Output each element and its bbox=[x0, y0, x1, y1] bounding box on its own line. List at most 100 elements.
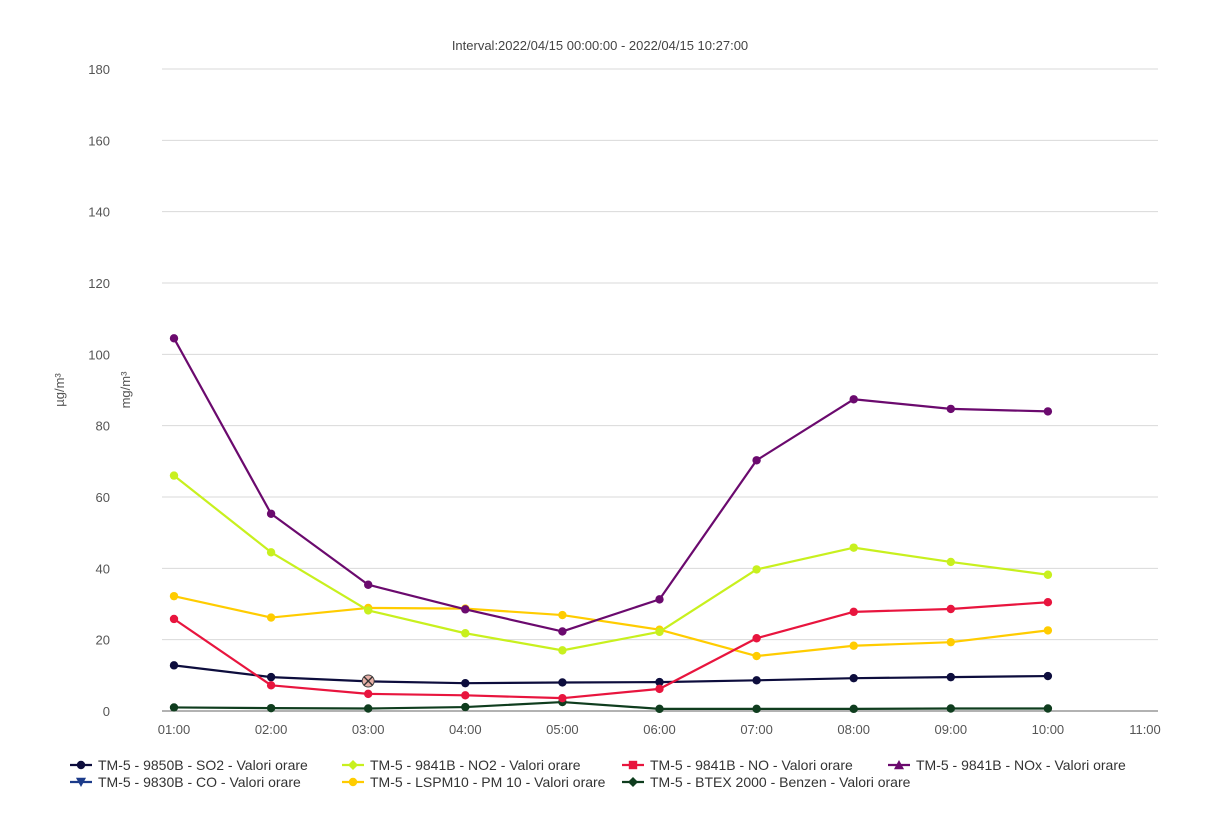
y-tick-label: 40 bbox=[96, 561, 110, 576]
legend-label: TM-5 - 9841B - NO2 - Valori orare bbox=[370, 757, 581, 773]
y-axis-label-left: µg/m³ bbox=[52, 373, 67, 407]
legend-label: TM-5 - LSPM10 - PM 10 - Valori orare bbox=[370, 774, 606, 790]
series-line bbox=[173, 700, 1048, 710]
data-point bbox=[752, 676, 761, 685]
data-point bbox=[169, 334, 179, 343]
legend-item[interactable]: TM-5 - 9841B - NOx - Valori orare bbox=[888, 757, 1126, 773]
chart-title: Interval:2022/04/15 00:00:00 - 2022/04/1… bbox=[452, 38, 748, 53]
data-point bbox=[849, 673, 858, 683]
legend[interactable]: TM-5 - 9850B - SO2 - Valori orare TM-5 - … bbox=[70, 757, 1126, 790]
legend-marker bbox=[628, 760, 638, 770]
gridlines bbox=[162, 68, 1158, 712]
data-point bbox=[461, 691, 470, 700]
data-point bbox=[461, 629, 470, 638]
data-point bbox=[1043, 407, 1053, 416]
x-tick-label: 11:00 bbox=[1129, 722, 1161, 737]
y-tick-label: 0 bbox=[103, 704, 110, 719]
data-point bbox=[752, 565, 761, 574]
y-tick-label: 60 bbox=[96, 490, 110, 505]
legend-label: TM-5 - 9850B - SO2 - Valori orare bbox=[98, 757, 308, 773]
series-line bbox=[173, 664, 1048, 685]
legend-item[interactable]: TM-5 - 9850B - SO2 - Valori orare bbox=[70, 757, 308, 773]
legend-label: TM-5 - 9830B - CO - Valori orare bbox=[98, 774, 301, 790]
x-tick-label: 08:00 bbox=[837, 722, 870, 737]
legend-item[interactable]: TM-5 - 9830B - CO - Valori orare bbox=[70, 774, 301, 790]
data-point bbox=[655, 704, 664, 714]
legend-item[interactable]: TM-5 - LSPM10 - PM 10 - Valori orare bbox=[342, 774, 606, 790]
data-point bbox=[655, 677, 664, 687]
data-point bbox=[752, 651, 761, 661]
data-point bbox=[655, 684, 664, 694]
data-point bbox=[461, 702, 470, 712]
y-tick-label: 120 bbox=[88, 276, 110, 291]
data-point bbox=[849, 704, 858, 714]
data-point bbox=[169, 471, 179, 480]
series-line bbox=[173, 601, 1048, 700]
series-4 bbox=[361, 674, 375, 688]
series-3 bbox=[169, 334, 1053, 636]
series-6 bbox=[169, 697, 1053, 714]
data-point bbox=[169, 703, 179, 712]
data-point bbox=[849, 395, 858, 404]
legend-item[interactable]: TM-5 - 9841B - NO - Valori orare bbox=[622, 757, 853, 773]
data-point-cross bbox=[363, 676, 374, 687]
data-point bbox=[1043, 598, 1053, 607]
legend-label: TM-5 - 9841B - NO - Valori orare bbox=[650, 757, 853, 773]
data-point bbox=[558, 627, 567, 636]
data-point bbox=[266, 509, 276, 518]
x-tick-label: 03:00 bbox=[352, 722, 385, 737]
y-tick-label: 140 bbox=[88, 205, 110, 220]
legend-item[interactable]: TM-5 - 9841B - NO2 - Valori orare bbox=[342, 757, 581, 773]
x-tick-label: 01:00 bbox=[158, 722, 191, 737]
data-point bbox=[266, 681, 276, 690]
series-line bbox=[173, 474, 1049, 652]
data-point bbox=[266, 703, 276, 713]
y-tick-label: 100 bbox=[88, 347, 110, 362]
legend-marker bbox=[348, 777, 358, 787]
data-point bbox=[1043, 570, 1053, 579]
legend-marker bbox=[893, 759, 905, 770]
legend-marker bbox=[76, 760, 86, 770]
data-point bbox=[558, 646, 567, 655]
data-point bbox=[169, 614, 179, 624]
data-point bbox=[752, 634, 761, 643]
data-point bbox=[558, 678, 567, 687]
x-tick-label: 02:00 bbox=[255, 722, 288, 737]
data-point bbox=[169, 661, 179, 670]
data-point bbox=[266, 613, 276, 622]
data-point bbox=[752, 704, 761, 714]
y-axis-ticks: 0 20 40 60 80 100 120 140 160 180 bbox=[88, 62, 110, 719]
series-line bbox=[173, 595, 1049, 658]
data-point bbox=[558, 610, 567, 620]
x-axis-ticks: 01:00 02:00 03:00 04:00 05:00 06:00 07:00 08:00… bbox=[158, 722, 1161, 737]
y-tick-label: 180 bbox=[88, 62, 110, 77]
x-tick-label: 10:00 bbox=[1032, 722, 1065, 737]
data-point bbox=[946, 404, 955, 414]
x-tick-label: 06:00 bbox=[643, 722, 676, 737]
series-2 bbox=[169, 598, 1053, 703]
data-point bbox=[364, 689, 373, 699]
y-tick-label: 80 bbox=[96, 419, 110, 434]
data-point bbox=[849, 641, 858, 650]
data-point bbox=[849, 543, 858, 552]
data-point bbox=[946, 637, 955, 647]
data-point bbox=[169, 591, 179, 601]
data-point bbox=[461, 605, 470, 614]
series-5 bbox=[169, 591, 1053, 661]
legend-label: TM-5 - BTEX 2000 - Benzen - Valori orare bbox=[650, 774, 911, 790]
series-0 bbox=[169, 661, 1053, 688]
x-tick-label: 04:00 bbox=[449, 722, 482, 737]
x-tick-label: 05:00 bbox=[546, 722, 579, 737]
data-point bbox=[655, 627, 664, 637]
data-point bbox=[849, 607, 858, 617]
data-point bbox=[266, 548, 276, 557]
legend-marker bbox=[627, 776, 639, 788]
data-point bbox=[946, 672, 955, 682]
data-point bbox=[558, 693, 567, 703]
series-line bbox=[173, 337, 1048, 633]
legend-label: TM-5 - 9841B - NOx - Valori orare bbox=[916, 757, 1126, 773]
data-point bbox=[461, 678, 470, 688]
data-point bbox=[364, 704, 373, 713]
legend-item[interactable]: TM-5 - BTEX 2000 - Benzen - Valori orare bbox=[622, 774, 911, 790]
